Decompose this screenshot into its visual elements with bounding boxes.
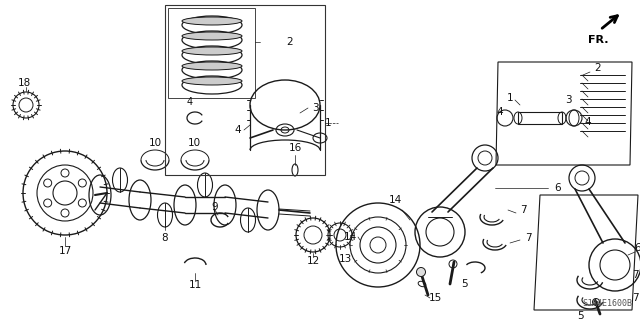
Text: 2: 2 — [287, 37, 293, 47]
Text: 1: 1 — [507, 93, 513, 103]
Text: 12: 12 — [307, 256, 319, 266]
Text: 4: 4 — [585, 117, 591, 127]
Text: 13: 13 — [339, 254, 351, 264]
Ellipse shape — [182, 47, 242, 55]
Text: 17: 17 — [58, 246, 72, 256]
Text: 15: 15 — [428, 293, 442, 303]
Text: 5: 5 — [578, 311, 584, 319]
Text: 7: 7 — [525, 233, 531, 243]
Ellipse shape — [182, 77, 242, 85]
Ellipse shape — [182, 32, 242, 40]
Text: 7: 7 — [520, 205, 526, 215]
Ellipse shape — [182, 17, 242, 25]
Text: 2: 2 — [595, 63, 602, 73]
Text: 4: 4 — [187, 97, 193, 107]
Text: 7: 7 — [632, 293, 638, 303]
Circle shape — [417, 268, 426, 277]
Ellipse shape — [182, 62, 242, 70]
Text: 14: 14 — [344, 232, 356, 242]
Text: 4: 4 — [497, 107, 503, 117]
Text: 1: 1 — [324, 118, 332, 128]
Text: 7: 7 — [632, 270, 638, 280]
Text: 4: 4 — [235, 125, 241, 135]
Bar — [168, 8, 255, 98]
Text: 9: 9 — [212, 202, 218, 212]
Text: 10: 10 — [188, 138, 200, 148]
Text: 5: 5 — [461, 279, 467, 289]
Text: 11: 11 — [188, 280, 202, 290]
Text: 6: 6 — [635, 243, 640, 253]
Text: 16: 16 — [289, 143, 301, 153]
Text: SJA4E1600B: SJA4E1600B — [582, 299, 632, 308]
Text: 3: 3 — [564, 95, 572, 105]
Text: 3: 3 — [312, 103, 318, 113]
Text: 14: 14 — [388, 195, 402, 205]
Text: 18: 18 — [17, 78, 31, 88]
Bar — [518, 112, 562, 124]
Text: 10: 10 — [148, 138, 161, 148]
Text: FR.: FR. — [588, 35, 609, 45]
Text: 6: 6 — [555, 183, 561, 193]
Text: 8: 8 — [162, 233, 168, 243]
Bar — [165, 5, 325, 175]
